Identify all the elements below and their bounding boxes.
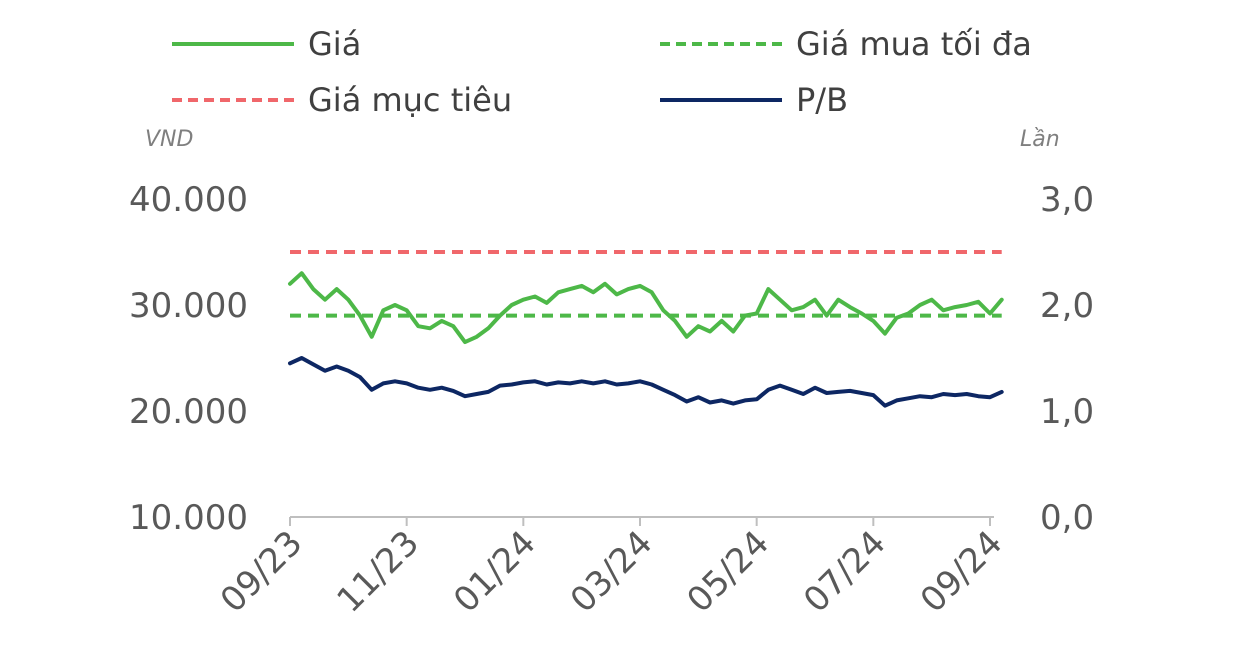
left-axis-ticks: 10.000 20.000 30.000 40.000 xyxy=(129,180,248,538)
right-tick-label: 3,0 xyxy=(1040,180,1094,220)
left-tick-label: 30.000 xyxy=(129,286,248,326)
legend-item-pb: P/B xyxy=(660,81,848,119)
x-tick-label: 07/24 xyxy=(796,523,894,621)
left-tick-label: 10.000 xyxy=(129,498,248,538)
right-axis-ticks: 0,0 1,0 2,0 3,0 xyxy=(1040,180,1094,538)
legend-item-max-buy-price: Giá mua tối đa xyxy=(660,25,1032,63)
x-tick-label: 11/23 xyxy=(329,523,427,621)
x-tick-label: 09/24 xyxy=(913,523,1011,621)
legend-item-price: Giá xyxy=(172,25,361,63)
x-tick-label: 03/24 xyxy=(563,523,661,621)
right-axis-unit: Lần xyxy=(1020,127,1060,152)
x-tick-label: 01/24 xyxy=(446,523,544,621)
legend-label-max-buy-price: Giá mua tối đa xyxy=(796,25,1032,63)
series-layer xyxy=(288,250,1004,408)
legend-label-target-price: Giá mục tiêu xyxy=(308,81,512,119)
legend: Giá Giá mua tối đa Giá mục tiêu P/B xyxy=(172,25,1032,119)
left-tick-label: 20.000 xyxy=(129,392,248,432)
series-line-3 xyxy=(288,356,1004,408)
right-tick-label: 2,0 xyxy=(1040,286,1094,326)
right-tick-label: 1,0 xyxy=(1040,392,1094,432)
legend-item-target-price: Giá mục tiêu xyxy=(172,81,512,119)
legend-label-price: Giá xyxy=(308,25,361,63)
legend-label-pb: P/B xyxy=(796,81,848,119)
x-axis: 09/23 11/23 01/24 03/24 05/24 07/24 09/24 xyxy=(213,516,1011,621)
series-line-0 xyxy=(288,271,1004,345)
left-axis-unit: VND xyxy=(145,127,193,152)
right-tick-label: 0,0 xyxy=(1040,498,1094,538)
x-tick-label: 05/24 xyxy=(679,523,777,621)
left-tick-label: 40.000 xyxy=(129,180,248,220)
